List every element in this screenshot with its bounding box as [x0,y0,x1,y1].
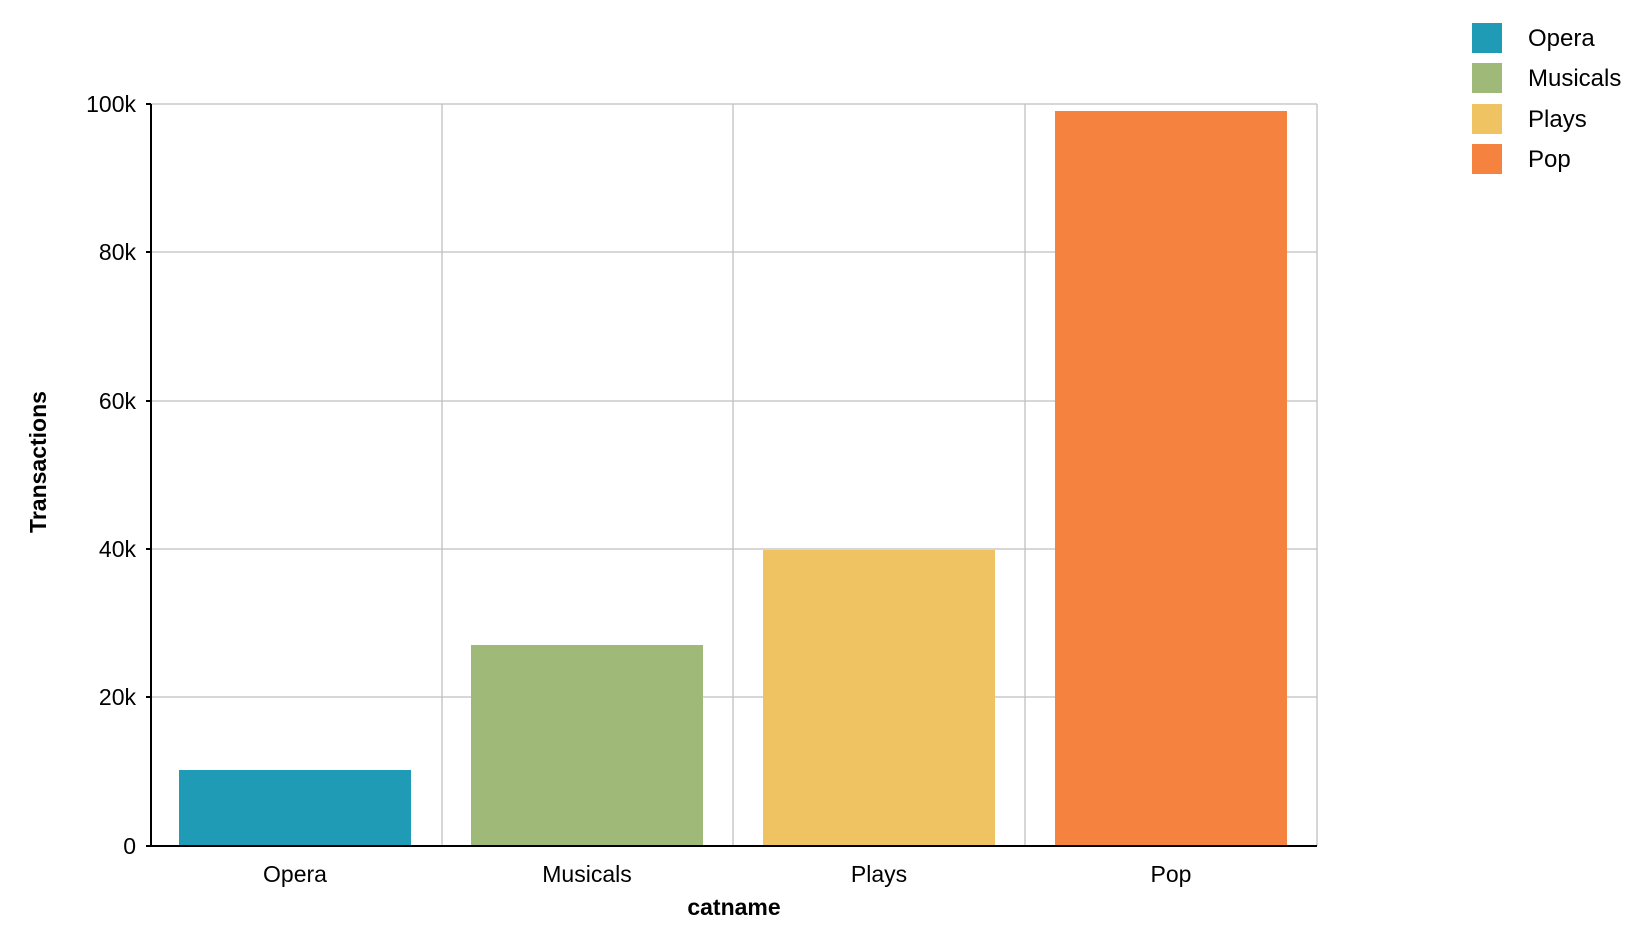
svg-text:Pop: Pop [1528,146,1571,173]
svg-text:Musicals: Musicals [542,861,631,887]
svg-text:Pop: Pop [1151,861,1192,887]
svg-text:Musicals: Musicals [1528,65,1621,92]
svg-text:100k: 100k [86,91,136,117]
svg-text:Plays: Plays [851,861,907,887]
svg-text:Transactions: Transactions [25,391,51,533]
svg-text:20k: 20k [99,684,137,710]
svg-text:catname: catname [687,894,780,920]
svg-text:40k: 40k [99,536,137,562]
svg-text:60k: 60k [99,388,137,414]
svg-text:Opera: Opera [1528,25,1595,52]
svg-text:Opera: Opera [263,861,327,887]
svg-text:0: 0 [123,833,136,859]
svg-text:80k: 80k [99,239,137,265]
svg-text:Plays: Plays [1528,106,1587,133]
